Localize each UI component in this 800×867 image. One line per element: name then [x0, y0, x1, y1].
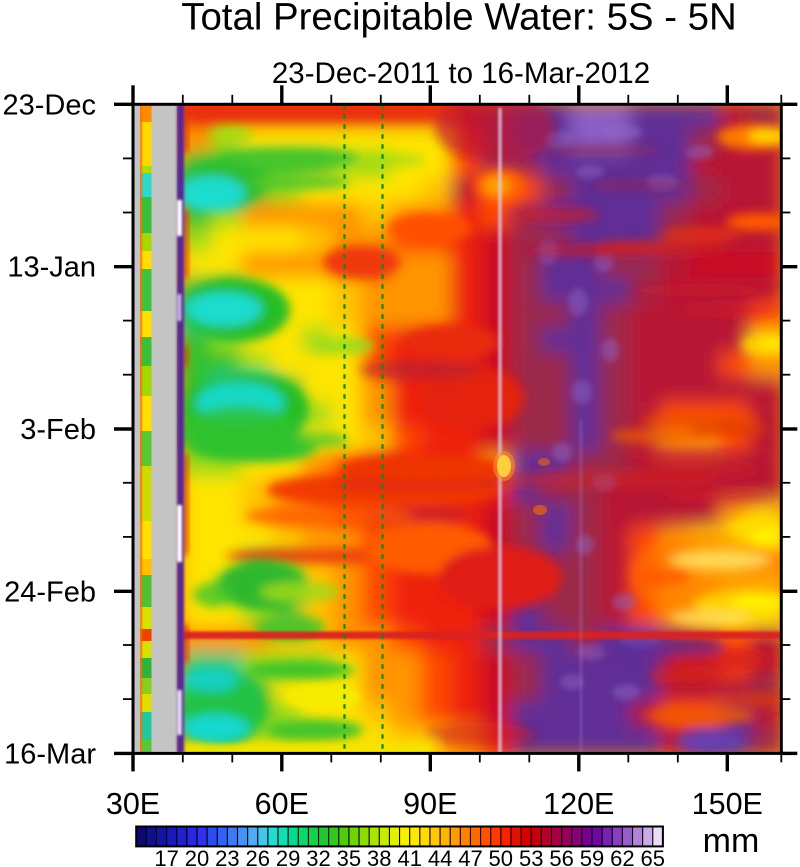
svg-text:23-Dec-2011 to 16-Mar-2012: 23-Dec-2011 to 16-Mar-2012	[272, 57, 650, 90]
svg-text:Total Precipitable Water: 5S -: Total Precipitable Water: 5S - 5N	[181, 0, 736, 39]
svg-text:30E: 30E	[106, 787, 160, 821]
svg-text:47: 47	[458, 846, 482, 867]
svg-text:60E: 60E	[255, 787, 309, 821]
svg-text:13-Jan: 13-Jan	[7, 252, 96, 284]
svg-text:mm: mm	[703, 822, 760, 860]
svg-text:53: 53	[519, 846, 543, 867]
svg-text:59: 59	[580, 846, 604, 867]
svg-text:120E: 120E	[543, 787, 614, 821]
svg-text:44: 44	[428, 846, 452, 867]
svg-text:50: 50	[489, 846, 513, 867]
svg-text:16-Mar: 16-Mar	[4, 738, 96, 770]
svg-text:56: 56	[549, 846, 573, 867]
svg-text:29: 29	[276, 846, 300, 867]
svg-text:3-Feb: 3-Feb	[20, 414, 96, 446]
svg-text:41: 41	[397, 846, 421, 867]
svg-text:62: 62	[610, 846, 634, 867]
svg-text:35: 35	[337, 846, 361, 867]
svg-text:23: 23	[215, 846, 239, 867]
svg-text:150E: 150E	[692, 787, 763, 821]
svg-text:90E: 90E	[403, 787, 457, 821]
svg-text:65: 65	[641, 846, 665, 867]
svg-text:38: 38	[367, 846, 391, 867]
svg-text:24-Feb: 24-Feb	[4, 576, 96, 608]
svg-text:20: 20	[185, 846, 209, 867]
svg-text:23-Dec: 23-Dec	[3, 89, 97, 121]
svg-text:26: 26	[245, 846, 269, 867]
svg-text:32: 32	[306, 846, 330, 867]
svg-text:17: 17	[154, 846, 178, 867]
